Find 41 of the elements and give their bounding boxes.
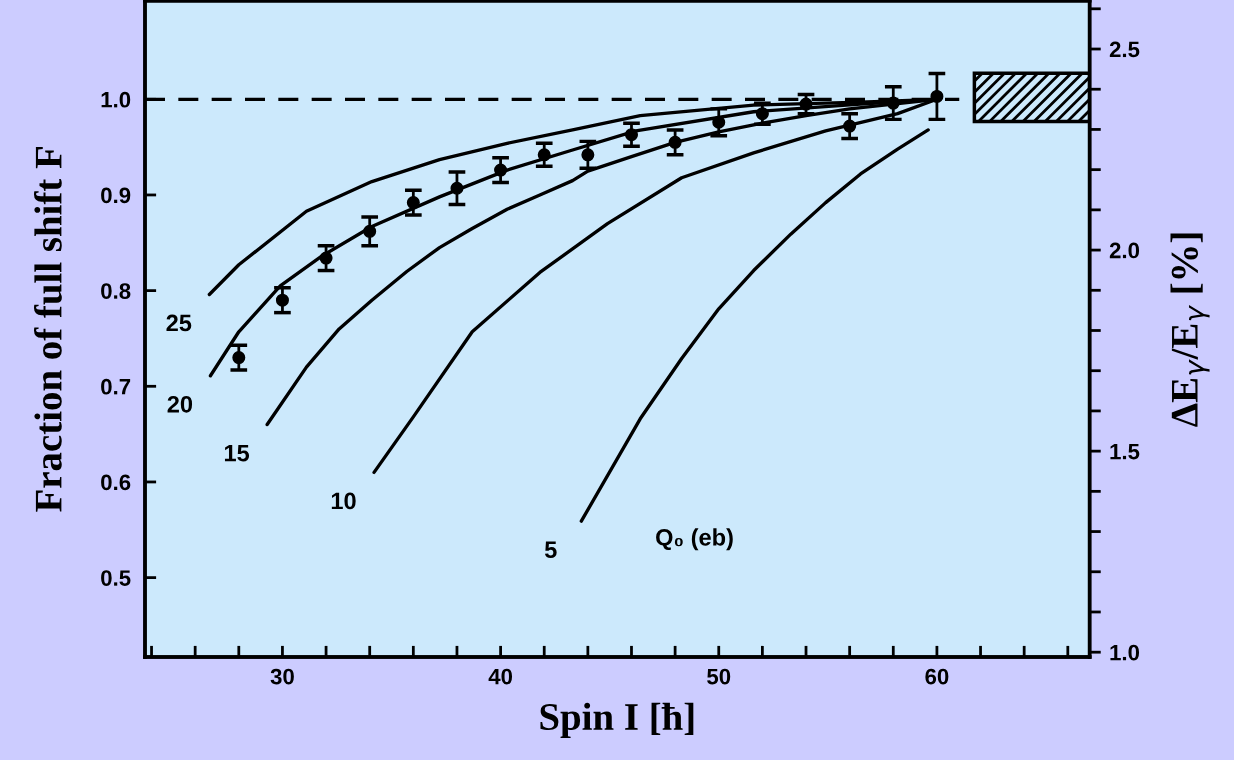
y2-tick-label: 2.5 xyxy=(1109,41,1140,58)
y-tick-label: 0.8 xyxy=(101,283,131,299)
series-label: 25 xyxy=(166,314,192,332)
point xyxy=(886,96,900,110)
y-tick-label: 1.0 xyxy=(101,91,131,108)
point xyxy=(930,89,944,103)
y2-tick-label: 2.0 xyxy=(1109,242,1140,259)
point xyxy=(581,148,595,162)
point xyxy=(275,293,289,307)
y2-tick-label: 1.0 xyxy=(1110,644,1140,661)
series-label: 20 xyxy=(167,395,193,413)
y-tick-label: 0.7 xyxy=(101,378,131,395)
point xyxy=(843,119,857,133)
point xyxy=(712,115,726,129)
series-label: 15 xyxy=(224,444,250,462)
point xyxy=(624,128,638,142)
y-tick-label: 0.6 xyxy=(101,474,131,491)
series-label: 5 xyxy=(544,541,557,559)
y-tick-label: 0.9 xyxy=(101,187,131,204)
x-tick-label: 30 xyxy=(270,668,294,685)
y-tick-label: 0.5 xyxy=(101,570,131,586)
series-label: 10 xyxy=(331,492,356,510)
point xyxy=(668,135,682,149)
x-tick-label: 50 xyxy=(707,668,731,685)
point xyxy=(232,351,246,365)
y2-tick-label: 1.5 xyxy=(1110,443,1140,460)
point xyxy=(799,97,813,111)
annotation: Q₀ (eb) xyxy=(656,528,733,551)
x-tick-label: 40 xyxy=(488,668,513,685)
line-series xyxy=(579,128,930,523)
point xyxy=(406,196,420,210)
point xyxy=(494,163,508,177)
y2-axis-title: ΔE$_{γ}$/E$_{γ}$ [%] xyxy=(1170,233,1210,427)
point xyxy=(319,251,333,265)
y-axis-title: Fraction of full shift F xyxy=(34,147,62,512)
x-axis-title: Spin I [ħ] xyxy=(540,702,694,738)
point xyxy=(363,224,377,238)
x-tick-label: 60 xyxy=(925,668,949,685)
point xyxy=(537,148,551,162)
point xyxy=(450,181,464,195)
point xyxy=(755,107,769,121)
